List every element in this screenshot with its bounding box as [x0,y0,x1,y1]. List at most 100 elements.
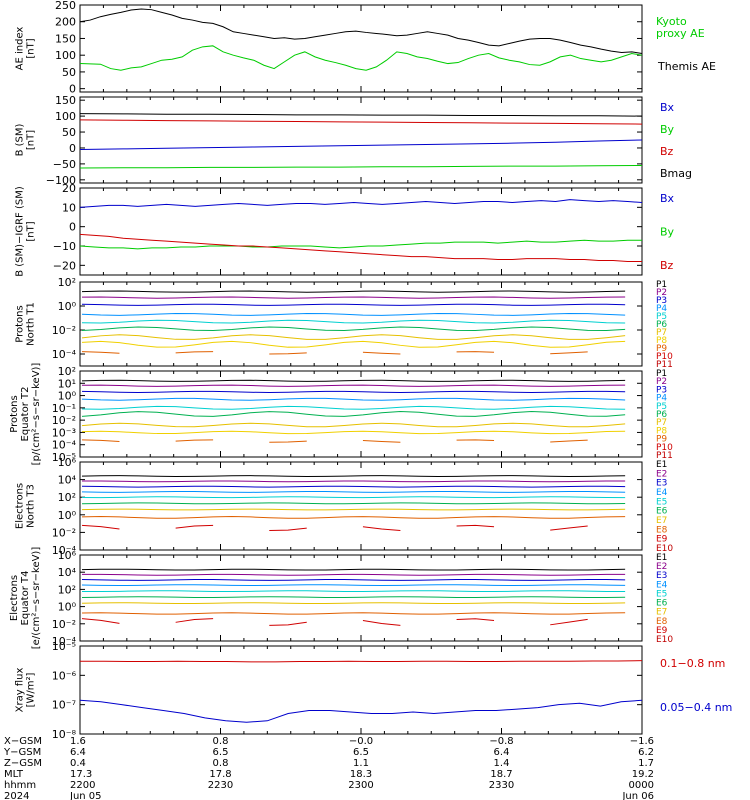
xaxis-tick-label: 0000 [629,780,654,791]
ylabel-ee: Equator T4 [20,571,31,626]
xaxis-tick-label: 6.5 [213,747,229,758]
legend-pn-P6: P6 [656,320,667,330]
xaxis-tick-label: Jun 05 [69,791,102,800]
series-line-pe-P3 [81,390,626,394]
ylabel-ae: [nT] [26,38,37,58]
ytick-label-xray: 10⁻⁶ [52,669,77,682]
series-line-pn-P9 [269,352,307,355]
ytick-label-ae: 0 [69,83,76,96]
series-line-ee-E1 [81,568,626,571]
ytick-label-en: 10⁶ [58,456,77,469]
series-line-ee-E6 [81,596,626,599]
xaxis-tick-label: 1.1 [353,758,369,769]
ytick-label-pn: 10⁰ [58,300,77,313]
legend-digrf-By: By [660,226,675,239]
legend-pe-P4: P4 [656,394,667,404]
series-line-digrf-By [79,239,642,250]
legend-pe-P6: P6 [656,410,667,420]
ytick-label-digrf: 20 [62,182,76,195]
series-line-pe-P9 [362,439,401,443]
series-line-pe-P9 [175,439,214,442]
legend-ae-kyoto: proxy AE [656,27,705,40]
legend-pe-P10: P10 [656,443,673,453]
legend-digrf-Bx: Bx [660,192,675,205]
xaxis-tick-label: 6.2 [638,747,654,758]
ytick-label-ae: 250 [55,0,76,12]
legend-pn-P9: P9 [656,344,667,354]
series-line-bsm-Bmag [79,113,643,117]
series-line-pn-P9 [175,351,214,354]
series-line-pn-P9 [81,351,120,354]
series-line-pe-P7 [81,422,626,428]
legend-en-E10: E10 [656,544,673,554]
series-line-en-E3 [81,485,626,488]
legend-en-E3: E3 [656,479,667,489]
legend-pn-P1: P1 [656,280,667,290]
xaxis-tick-label: 18.7 [490,769,512,780]
legend-en-E8: E8 [656,525,668,535]
series-line-ee-E2 [81,573,626,576]
ytick-label-ae: 200 [55,16,76,29]
series-line-en-E1 [81,475,626,478]
ytick-label-pn: 10⁻² [52,324,76,337]
series-line-pn-P1 [81,290,626,293]
series-line-ee-E9 [175,618,214,623]
series-line-en-E9 [175,524,214,529]
ytick-label-ee: 10⁻⁴ [52,635,77,648]
ylabel-ee: Electrons [9,575,20,621]
ytick-label-pe: 10² [58,365,76,378]
series-line-pn-P5 [81,319,626,324]
series-line-ee-E3 [81,579,626,581]
xaxis-row-label: Z−GSM [4,758,42,769]
ytick-label-xray: 10⁻⁷ [52,699,76,712]
series-line-pe-P5 [81,405,626,410]
legend-en-E2: E2 [656,469,667,479]
ylabel-pe: Protons [9,395,20,432]
ytick-label-bsm: 100 [55,110,76,123]
ytick-label-ee: 10⁴ [58,566,77,579]
ytick-label-digrf: −20 [53,259,76,272]
series-line-digrf-Bx [79,199,643,208]
xaxis-row-label: X−GSM [4,736,42,747]
series-line-en-E9 [362,526,401,532]
legend-pe-P2: P2 [656,377,667,387]
series-line-ee-E9 [456,618,495,622]
ytick-label-xray: 10⁻⁸ [52,728,77,741]
ytick-label-pe: 10⁻¹ [52,402,76,415]
ylabel-pn: North T1 [26,302,37,346]
xaxis-tick-label: 1.6 [70,736,86,747]
ylabel-ae: AE index [15,27,26,71]
ytick-label-en: 10⁻² [52,526,76,539]
series-line-pn-P8 [81,340,626,348]
panel-frame-xray [79,645,643,735]
legend-ee-E5: E5 [656,589,667,599]
ylabel-digrf: B (SM)−IGRF (SM) [15,186,26,277]
legend-en-E4: E4 [656,488,668,498]
xaxis-tick-label: 1.7 [638,758,654,769]
xaxis-tick-label: 0.4 [70,758,86,769]
series-line-pe-P4 [81,397,626,401]
series-line-pe-P6 [81,411,626,417]
ytick-label-bsm: 150 [55,94,76,107]
series-line-en-E4 [81,491,626,493]
ytick-label-bsm: −100 [46,174,76,187]
xaxis-tick-label: −0.0 [349,736,373,747]
ylabel-pe: Equator T2 [20,387,31,442]
legend-en-E9: E9 [656,535,668,545]
series-line-en-E9 [269,527,307,532]
xaxis-tick-label: −1.6 [630,736,654,747]
series-line-en-E9 [550,525,588,531]
ytick-label-pe: 10⁻⁴ [52,439,77,452]
legend-pn-P4: P4 [656,304,667,314]
legend-xray-0: 0.1−0.8 nm [660,657,725,670]
legend-pe-P9: P9 [656,435,667,445]
legend-bsm-Bz: Bz [660,145,674,158]
ytick-label-pe: 10⁻² [52,414,76,427]
ytick-label-ee: 10⁻² [52,618,76,631]
series-line-pn-P3 [81,303,626,306]
series-line-pn-P7 [81,334,626,340]
series-line-en-E9 [456,524,495,528]
ytick-label-en: 10⁻⁴ [52,544,77,557]
